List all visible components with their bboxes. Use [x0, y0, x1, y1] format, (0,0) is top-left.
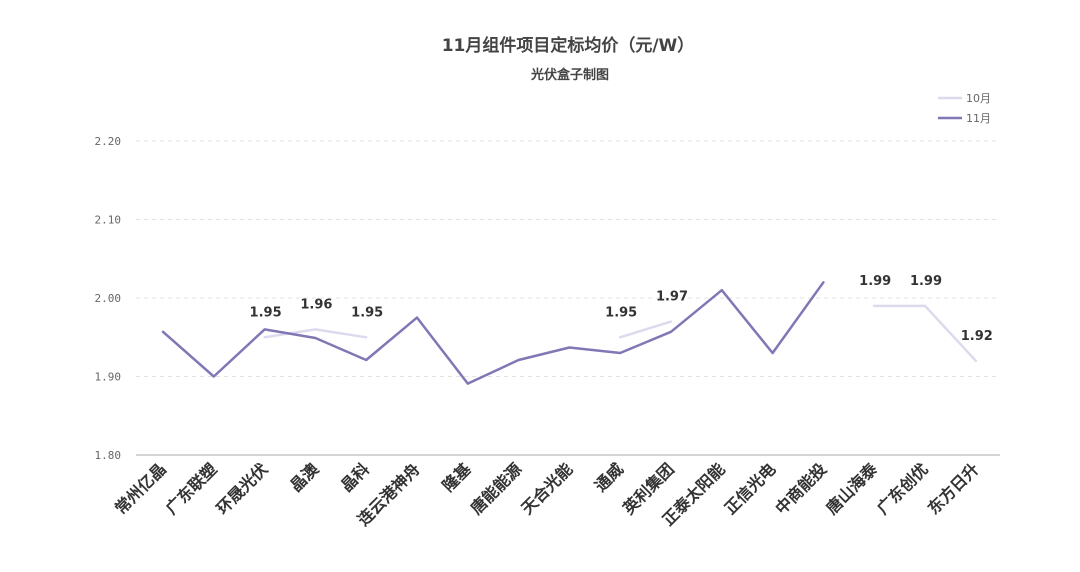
- x-tick-label: 常州亿晶: [111, 459, 170, 518]
- data-label: 1.92: [961, 329, 993, 344]
- y-tick-label: 1.80: [95, 449, 122, 462]
- x-tick-label: 晶澳: [286, 459, 323, 496]
- chart-title: 11月组件项目定标均价（元/W）: [442, 35, 695, 56]
- y-tick-label: 2.00: [95, 292, 122, 305]
- data-label: 1.99: [859, 274, 891, 289]
- y-tick-label: 1.90: [95, 371, 122, 384]
- x-tick-label: 晶科: [337, 459, 373, 495]
- data-label: 1.95: [250, 305, 282, 320]
- data-label: 1.97: [656, 290, 688, 305]
- x-tick-label: 唐山海泰: [822, 459, 881, 518]
- legend-label-10: 10月: [966, 92, 991, 105]
- data-labels: 1.95 1.96 1.95 1.95 1.97 1.99 1.99 1.92: [250, 274, 993, 344]
- legend[interactable]: 10月 11月: [938, 92, 991, 125]
- y-tick-label: 2.10: [95, 214, 122, 227]
- data-label: 1.99: [910, 274, 942, 289]
- x-tick-label: 广东联塑: [162, 459, 221, 518]
- x-tick-label: 隆基: [439, 459, 476, 496]
- x-tick-label: 东方日升: [924, 459, 983, 518]
- x-tick-label: 中商能投: [772, 459, 831, 518]
- x-tick-label: 环晟光伏: [213, 459, 272, 518]
- gridlines: [136, 140, 1000, 456]
- x-tick-label: 通威: [591, 459, 627, 495]
- legend-item-11[interactable]: 11月: [938, 112, 991, 125]
- chart-subtitle: 光伏盒子制图: [530, 67, 609, 83]
- x-tick-label: 正信光电: [721, 459, 780, 518]
- series-line-11: [161, 281, 825, 385]
- series-line-10: [872, 304, 978, 363]
- x-tick-label: 唐能能源: [467, 459, 526, 518]
- y-tick-label: 2.20: [95, 135, 122, 148]
- series-line-10: [618, 320, 673, 339]
- x-tick-label: 天合光能: [518, 459, 577, 518]
- data-label: 1.96: [300, 297, 332, 312]
- data-label: 1.95: [605, 305, 637, 320]
- legend-item-10[interactable]: 10月: [938, 92, 991, 105]
- legend-label-11: 11月: [966, 112, 991, 125]
- data-label: 1.95: [351, 305, 383, 320]
- x-tick-label: 广东创优: [873, 459, 932, 518]
- series-lines: [161, 281, 978, 385]
- series-line-10: [263, 328, 368, 339]
